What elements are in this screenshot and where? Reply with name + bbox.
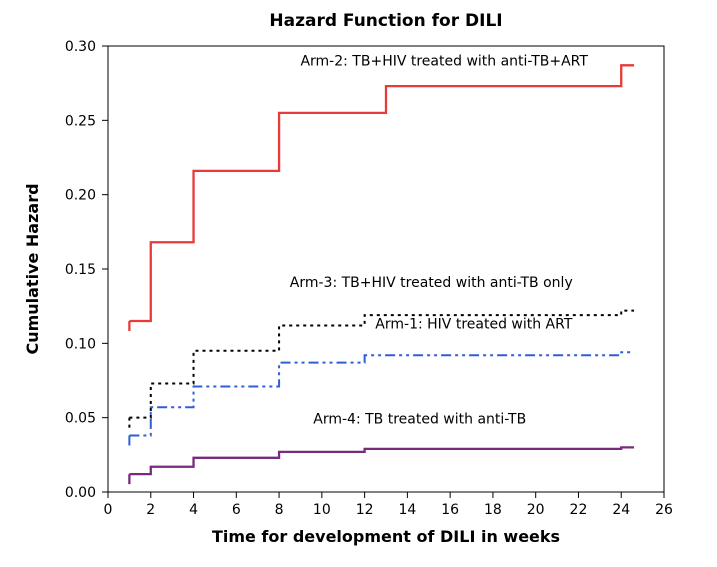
series-label-arm1: Arm-1: HIV treated with ART <box>375 316 573 332</box>
series-label-arm3: Arm-3: TB+HIV treated with anti-TB only <box>290 275 573 291</box>
x-tick-label: 0 <box>104 502 113 518</box>
x-tick-label: 24 <box>612 502 630 518</box>
y-tick-label: 0.25 <box>65 113 96 129</box>
y-tick-label: 0.30 <box>65 39 96 55</box>
y-tick-label: 0.15 <box>65 262 96 278</box>
y-axis-label: Cumulative Hazard <box>23 183 42 354</box>
x-tick-label: 10 <box>313 502 331 518</box>
x-tick-label: 20 <box>527 502 545 518</box>
x-tick-label: 8 <box>275 502 284 518</box>
x-tick-label: 4 <box>189 502 198 518</box>
x-tick-label: 26 <box>655 502 673 518</box>
series-label-arm2: Arm-2: TB+HIV treated with anti-TB+ART <box>300 53 588 69</box>
y-tick-label: 0.05 <box>65 411 96 427</box>
x-tick-label: 18 <box>484 502 502 518</box>
series-label-arm4: Arm-4: TB treated with anti-TB <box>313 412 526 428</box>
chart-svg: 02468101214161820222426Time for developm… <box>0 0 717 567</box>
x-tick-label: 14 <box>398 502 416 518</box>
x-tick-label: 12 <box>356 502 374 518</box>
hazard-chart: 02468101214161820222426Time for developm… <box>0 0 717 567</box>
x-axis-label: Time for development of DILI in weeks <box>212 527 560 546</box>
y-tick-label: 0.10 <box>65 336 96 352</box>
chart-title: Hazard Function for DILI <box>269 11 502 31</box>
x-tick-label: 22 <box>570 502 588 518</box>
y-tick-label: 0.00 <box>65 485 96 501</box>
y-tick-label: 0.20 <box>65 188 96 204</box>
x-tick-label: 16 <box>441 502 459 518</box>
x-tick-label: 2 <box>146 502 155 518</box>
x-tick-label: 6 <box>232 502 241 518</box>
